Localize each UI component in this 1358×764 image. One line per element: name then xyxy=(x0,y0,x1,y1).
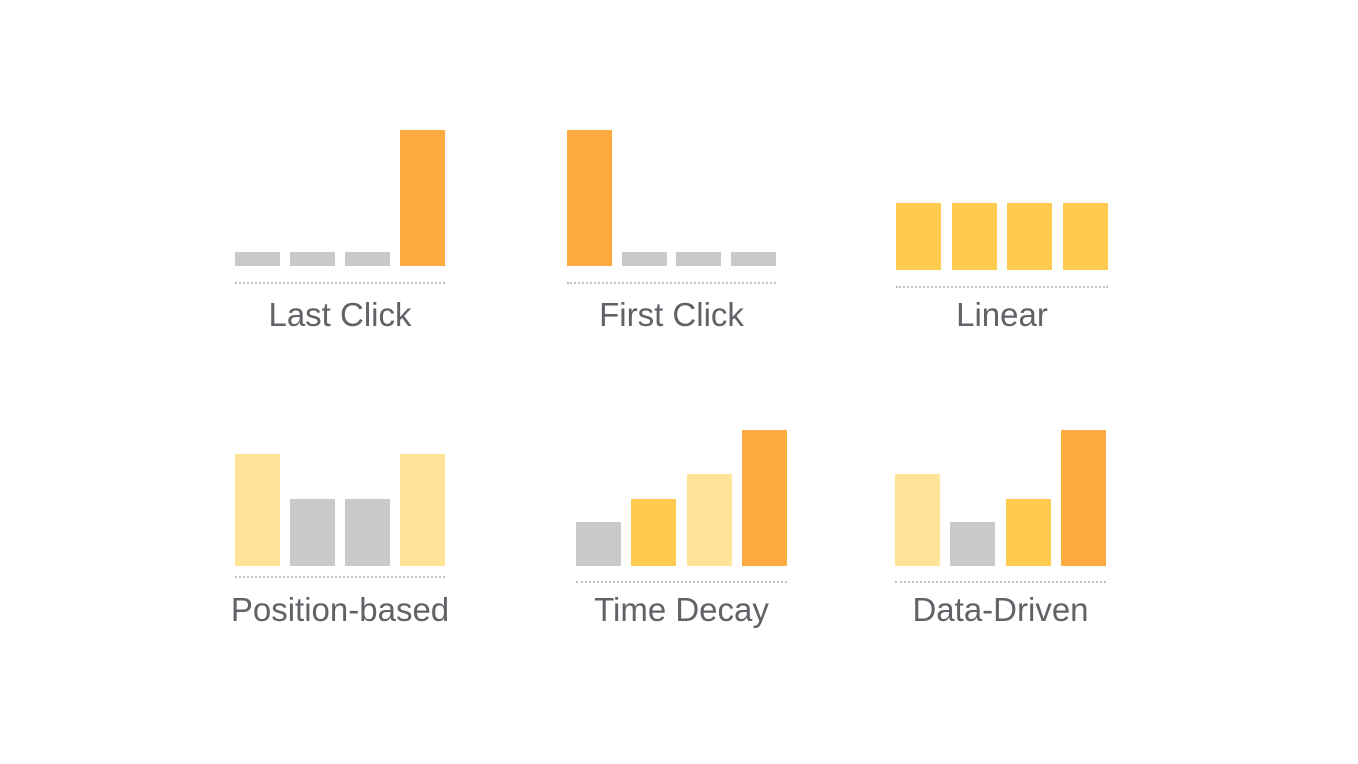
bar-4 xyxy=(400,130,445,266)
bar-4 xyxy=(731,252,776,266)
model-position-based xyxy=(235,0,445,566)
bar-4 xyxy=(400,454,445,566)
bar-3 xyxy=(345,499,390,566)
dotted-baseline xyxy=(235,282,445,284)
bar-1 xyxy=(235,454,280,566)
bar-3 xyxy=(686,473,732,566)
model-label: Last Click xyxy=(268,296,412,333)
bar-1 xyxy=(235,252,280,266)
model-label: First Click xyxy=(599,296,744,333)
bar-3 xyxy=(1007,203,1053,270)
model-label: Data-Driven xyxy=(912,591,1089,628)
bar-2 xyxy=(951,203,997,270)
model-label: Linear xyxy=(956,296,1048,333)
dotted-baseline xyxy=(895,581,1106,583)
model-data-driven xyxy=(895,0,1106,566)
dotted-baseline xyxy=(896,286,1108,288)
bar-4 xyxy=(742,430,787,566)
bar-3 xyxy=(1005,499,1051,566)
bar-4 xyxy=(1063,203,1108,270)
bar-2 xyxy=(631,499,677,566)
dotted-baseline xyxy=(567,282,776,284)
model-linear xyxy=(896,0,1108,270)
model-label: Position-based xyxy=(230,591,450,628)
bar-1 xyxy=(896,203,941,270)
dotted-baseline xyxy=(576,581,787,583)
bar-3 xyxy=(676,252,722,266)
bar-2 xyxy=(290,499,335,566)
bar-1 xyxy=(895,473,940,566)
dotted-baseline xyxy=(235,576,445,578)
model-label: Time Decay xyxy=(594,591,769,628)
bar-1 xyxy=(567,130,612,266)
bar-2 xyxy=(950,522,996,566)
bar-4 xyxy=(1061,430,1106,566)
model-last-click xyxy=(235,0,445,266)
model-time-decay xyxy=(576,0,787,566)
bar-2 xyxy=(621,252,667,266)
bar-3 xyxy=(345,252,390,266)
bar-2 xyxy=(290,252,335,266)
model-first-click xyxy=(567,0,776,266)
bar-1 xyxy=(576,522,621,566)
